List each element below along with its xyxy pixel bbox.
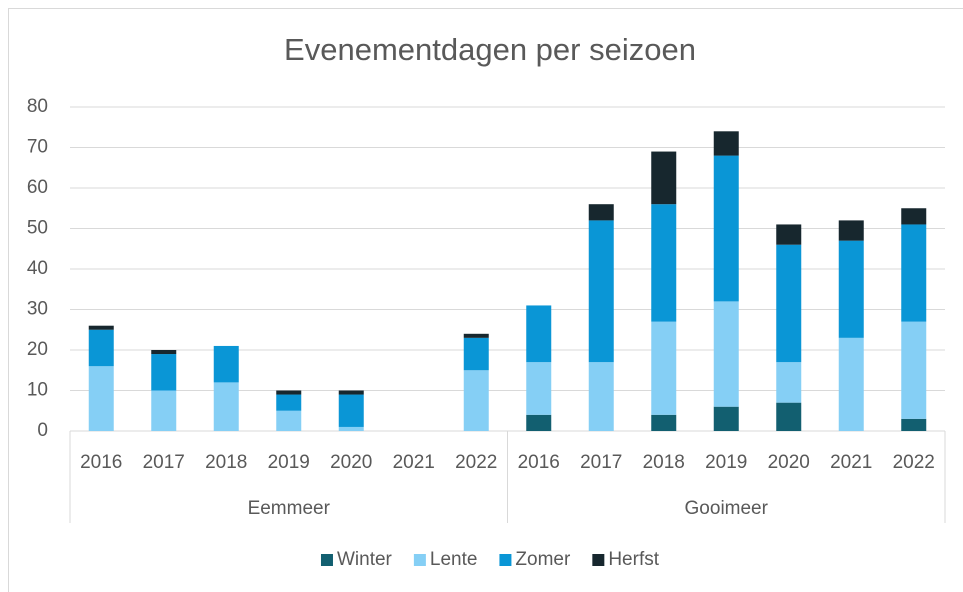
x-tick-label: 2021	[830, 452, 872, 473]
bar-segment	[151, 390, 177, 431]
x-tick-label: 2020	[330, 452, 372, 473]
bar-segment	[526, 305, 552, 363]
chart-border	[8, 8, 963, 592]
legend-swatch	[320, 554, 333, 566]
bar-segment	[901, 224, 927, 322]
bar-segment	[838, 220, 864, 241]
bar-segment	[463, 370, 489, 431]
x-tick-label: 2019	[268, 452, 310, 473]
bar-segment	[151, 354, 177, 391]
chart-title: Evenementdagen per seizoen	[284, 32, 696, 67]
bar-segment	[276, 410, 302, 431]
x-tick-label: 2016	[518, 452, 560, 473]
bar-segment	[213, 382, 239, 431]
legend-swatch	[413, 554, 426, 566]
bar-segment	[651, 414, 677, 431]
legend-label: Zomer	[515, 549, 571, 570]
group-label: Gooimeer	[685, 498, 769, 519]
bar-segment	[588, 220, 614, 363]
x-tick-label: 2022	[455, 452, 497, 473]
bar-segment	[588, 204, 614, 221]
y-tick-label: 40	[27, 258, 48, 279]
y-tick-label: 30	[27, 299, 48, 320]
y-tick-label: 20	[27, 339, 48, 360]
bar-segment	[276, 394, 302, 411]
bar-segment	[151, 350, 177, 355]
y-tick-label: 80	[27, 96, 48, 117]
x-tick-label: 2016	[80, 452, 122, 473]
bar-segment	[213, 345, 239, 383]
legend-label: Herfst	[608, 549, 659, 570]
y-tick-label: 10	[27, 380, 48, 401]
bar-segment	[338, 426, 364, 431]
bar-segment	[713, 131, 739, 156]
bar-segment	[651, 204, 677, 322]
bar-segment	[651, 321, 677, 415]
bar-segment	[88, 329, 114, 367]
bar-segment	[713, 155, 739, 302]
bar-segment	[901, 321, 927, 419]
x-tick-label: 2020	[768, 452, 810, 473]
x-tick-label: 2022	[893, 452, 935, 473]
bar-segment	[776, 244, 802, 363]
bar-segment	[713, 301, 739, 407]
group-label: Eemmeer	[248, 498, 331, 519]
bar-segment	[88, 366, 114, 431]
x-tick-label: 2018	[643, 452, 685, 473]
x-tick-label: 2018	[205, 452, 247, 473]
legend-swatch	[592, 554, 605, 566]
bar-segment	[838, 337, 864, 431]
y-tick-label: 60	[27, 177, 48, 198]
bar-segment	[901, 418, 927, 431]
y-tick-label: 50	[27, 218, 48, 239]
bar-segment	[776, 362, 802, 403]
bar-segment	[588, 362, 614, 431]
bar-segment	[776, 402, 802, 431]
bar-segment	[276, 390, 302, 395]
x-tick-label: 2017	[580, 452, 622, 473]
bar-segment	[463, 333, 489, 338]
bar-segment	[776, 224, 802, 245]
bar-segment	[88, 325, 114, 330]
x-tick-label: 2021	[393, 452, 435, 473]
bar-segment	[526, 414, 552, 431]
x-tick-label: 2019	[705, 452, 747, 473]
bar-segment	[338, 394, 364, 427]
y-tick-label: 0	[37, 420, 48, 441]
bar-segment	[901, 208, 927, 225]
y-tick-label: 70	[27, 137, 48, 158]
bar-segment	[526, 362, 552, 415]
bar-segment	[463, 337, 489, 371]
legend-label: Lente	[430, 549, 478, 570]
x-tick-label: 2017	[143, 452, 185, 473]
legend-label: Winter	[337, 549, 393, 570]
legend-swatch	[499, 554, 512, 566]
bar-segment	[338, 390, 364, 395]
bar-segment	[713, 406, 739, 431]
bar-segment	[651, 151, 677, 205]
bar-segment	[838, 240, 864, 338]
